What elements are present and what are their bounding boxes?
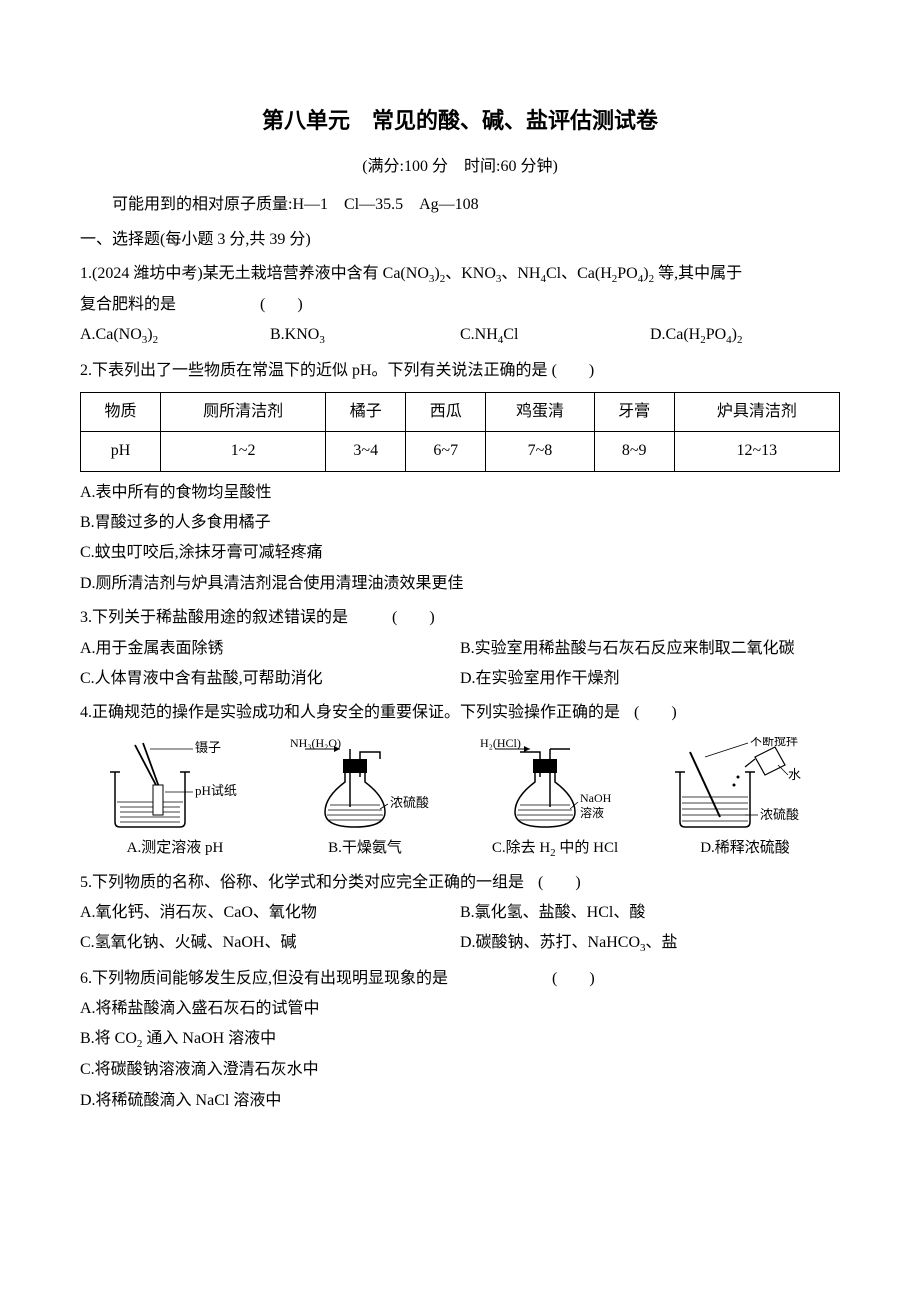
question-3: 3.下列关于稀盐酸用途的叙述错误的是 ( ) A.用于金属表面除锈 B.实验室用… (80, 603, 840, 694)
q4-figures: 镊子 pH试纸 (80, 737, 840, 832)
q1-opt-c: C.NH4Cl (460, 320, 650, 351)
td-1: 1~2 (160, 432, 325, 471)
q4-fig-d: 不断搅拌 水 浓硫酸 (650, 737, 840, 832)
th-4: 鸡蛋清 (486, 392, 594, 431)
question-6: 6.下列物质间能够发生反应,但没有出现明显现象的是 ( ) A.将稀盐酸滴入盛石… (80, 964, 840, 1117)
q3-opt-b: B.实验室用稀盐酸与石灰石反应来制取二氧化碳 (460, 634, 840, 664)
q5-stem: 5.下列物质的名称、俗称、化学式和分类对应完全正确的一组是 (80, 874, 524, 891)
q4-blank: ( ) (634, 704, 677, 721)
td-4: 7~8 (486, 432, 594, 471)
q6-opt-d: D.将稀硫酸滴入 NaCl 溶液中 (80, 1086, 840, 1116)
q4-cap-d: D.稀释浓硫酸 (650, 834, 840, 864)
q2-opt-d: D.厕所清洁剂与炉具清洁剂混合使用清理油渍效果更佳 (80, 569, 840, 599)
q3-blank: ( ) (392, 609, 435, 626)
label-nh3: NH₃(H₂O) (290, 737, 341, 750)
label-tweezers: 镊子 (195, 740, 221, 755)
q2-opt-c: C.蚊虫叮咬后,涂抹牙膏可减轻疼痛 (80, 538, 840, 568)
td-2: 3~4 (326, 432, 406, 471)
q1-opt-b: B.KNO3 (270, 320, 460, 351)
q1-stem-e: PO (617, 265, 637, 282)
q1-stem-c: 、NH (501, 265, 540, 282)
q4-fig-a: 镊子 pH试纸 (80, 737, 270, 832)
th-6: 炉具清洁剂 (674, 392, 839, 431)
q2-blank: ( ) (552, 362, 595, 379)
q4-fig-c: H₂(HCl) NaOH 溶液 (460, 737, 650, 832)
td-6: 12~13 (674, 432, 839, 471)
q4-cap-b: B.干燥氨气 (270, 834, 460, 864)
th-5: 牙膏 (594, 392, 674, 431)
atomic-mass-line: 可能用到的相对原子质量:H—1 Cl—35.5 Ag—108 (80, 190, 840, 220)
q4-cap-c: C.除去 H2 中的 HCl (460, 834, 650, 864)
q5-blank: ( ) (538, 874, 581, 891)
q3-stem: 3.下列关于稀盐酸用途的叙述错误的是 (80, 609, 348, 626)
q6-opt-c: C.将碳酸钠溶液滴入澄清石灰水中 (80, 1055, 840, 1085)
q4-fig-b: NH₃(H₂O) 浓硫酸 (270, 737, 460, 832)
q6-blank: ( ) (552, 970, 595, 987)
q1-opt-a: A.Ca(NO3)2 (80, 320, 270, 351)
q3-opt-d: D.在实验室用作干燥剂 (460, 664, 840, 694)
q2-opt-b: B.胃酸过多的人多食用橘子 (80, 508, 840, 538)
table-row: pH 1~2 3~4 6~7 7~8 8~9 12~13 (81, 432, 840, 471)
q3-opt-a: A.用于金属表面除锈 (80, 634, 460, 664)
q5-opt-a: A.氧化钙、消石灰、CaO、氧化物 (80, 898, 460, 928)
q6-stem: 6.下列物质间能够发生反应,但没有出现明显现象的是 (80, 970, 448, 987)
q4-stem: 4.正确规范的操作是实验成功和人身安全的重要保证。下列实验操作正确的是 (80, 704, 620, 721)
question-1: 1.(2024 潍坊中考)某无土栽培营养液中含有 Ca(NO3)2、KNO3、N… (80, 259, 840, 352)
page-title: 第八单元 常见的酸、碱、盐评估测试卷 (80, 100, 840, 142)
subtitle: (满分:100 分 时间:60 分钟) (80, 152, 840, 182)
q4-cap-a: A.测定溶液 pH (80, 834, 270, 864)
th-1: 厕所清洁剂 (160, 392, 325, 431)
label-phpaper: pH试纸 (195, 783, 237, 798)
label-stir: 不断搅拌 (750, 737, 798, 748)
q1-stem-b: 、KNO (445, 265, 496, 282)
q3-opt-c: C.人体胃液中含有盐酸,可帮助消化 (80, 664, 460, 694)
question-5: 5.下列物质的名称、俗称、化学式和分类对应完全正确的一组是 ( ) A.氧化钙、… (80, 868, 840, 960)
th-3: 西瓜 (406, 392, 486, 431)
th-0: 物质 (81, 392, 161, 431)
label-water: 水 (788, 767, 801, 782)
q2-table: 物质 厕所清洁剂 橘子 西瓜 鸡蛋清 牙膏 炉具清洁剂 pH 1~2 3~4 6… (80, 392, 840, 472)
label-concsulf: 浓硫酸 (390, 795, 429, 810)
q2-opt-a: A.表中所有的食物均呈酸性 (80, 478, 840, 508)
label-h2hcl: H₂(HCl) (480, 737, 521, 750)
q1-opt-d: D.Ca(H2PO4)2 (650, 320, 840, 351)
q1-stem-f: 等,其中属于 (654, 265, 742, 282)
q1-blank: ( ) (260, 296, 303, 313)
question-2: 2.下表列出了一些物质在常温下的近似 pH。下列有关说法正确的是 ( ) 物质 … (80, 356, 840, 600)
q2-stem: 2.下表列出了一些物质在常温下的近似 pH。下列有关说法正确的是 (80, 362, 548, 379)
td-3: 6~7 (406, 432, 486, 471)
q1-stem-a: 1.(2024 潍坊中考)某无土栽培营养液中含有 Ca(NO (80, 265, 429, 282)
q5-opt-b: B.氯化氢、盐酸、HCl、酸 (460, 898, 840, 928)
label-solution: 溶液 (580, 805, 604, 820)
q5-opt-c: C.氢氧化钠、火碱、NaOH、碱 (80, 928, 460, 959)
q1-stem-d: Cl、Ca(H (546, 265, 612, 282)
th-2: 橘子 (326, 392, 406, 431)
td-0: pH (81, 432, 161, 471)
section-1-head: 一、选择题(每小题 3 分,共 39 分) (80, 225, 840, 255)
table-row: 物质 厕所清洁剂 橘子 西瓜 鸡蛋清 牙膏 炉具清洁剂 (81, 392, 840, 431)
question-4: 4.正确规范的操作是实验成功和人身安全的重要保证。下列实验操作正确的是 ( ) (80, 698, 840, 863)
label-naoh: NaOH (580, 791, 612, 805)
q6-opt-a: A.将稀盐酸滴入盛石灰石的试管中 (80, 994, 840, 1024)
q6-opt-b: B.将 CO2 通入 NaOH 溶液中 (80, 1024, 840, 1055)
td-5: 8~9 (594, 432, 674, 471)
label-concsulf2: 浓硫酸 (760, 807, 799, 822)
q5-opt-d: D.碳酸钠、苏打、NaHCO3、盐 (460, 928, 840, 959)
q1-stem-line2: 复合肥料的是 (80, 296, 176, 313)
